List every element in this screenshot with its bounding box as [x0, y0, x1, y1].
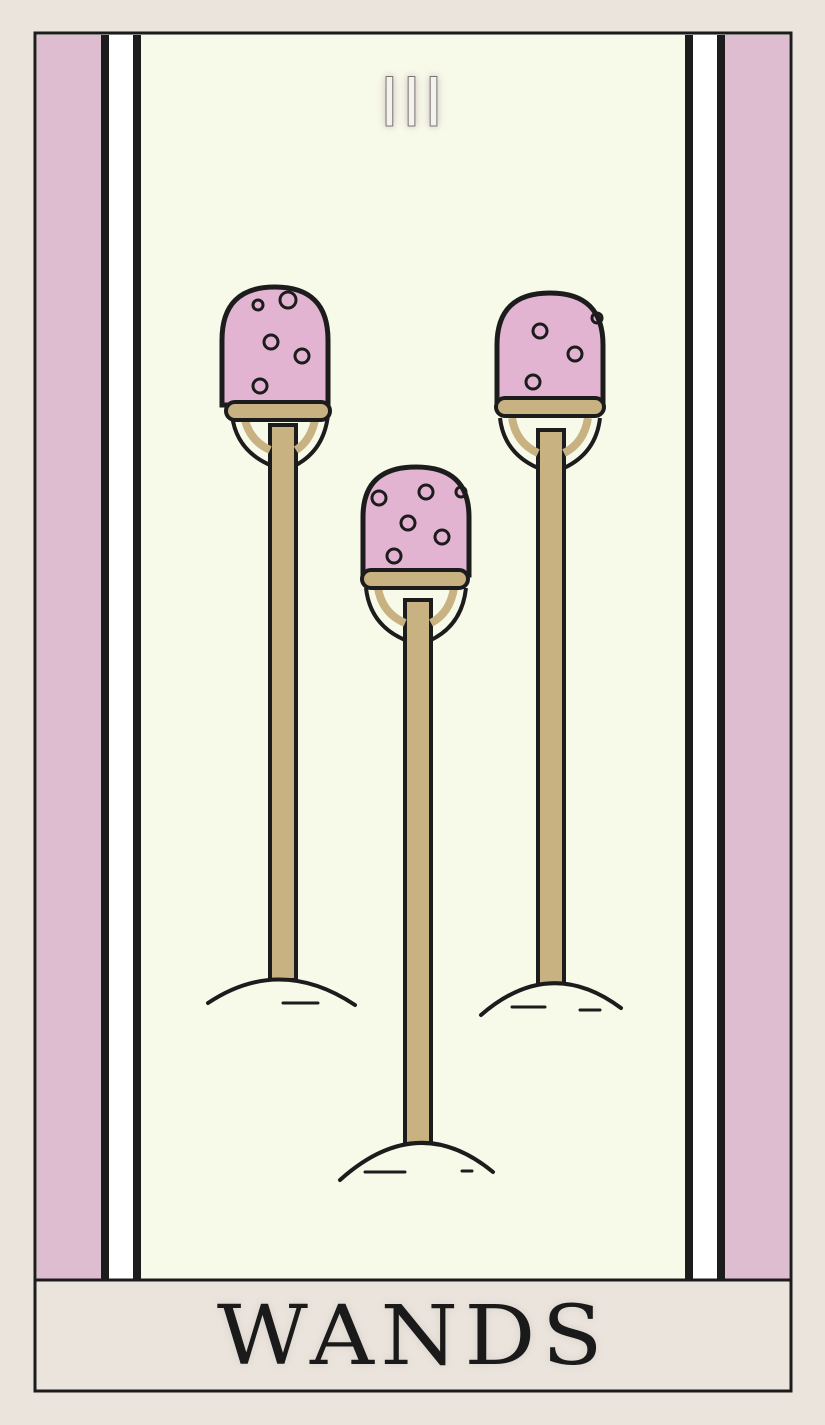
wand-right-icon — [479, 290, 623, 1017]
left-side-panel — [37, 35, 101, 1280]
wand-left-icon — [206, 284, 357, 1007]
card-suit-title: WANDS — [216, 1288, 610, 1384]
wand-center-icon — [338, 464, 495, 1182]
card-numeral: III — [379, 64, 446, 143]
right-side-panel — [725, 35, 789, 1280]
